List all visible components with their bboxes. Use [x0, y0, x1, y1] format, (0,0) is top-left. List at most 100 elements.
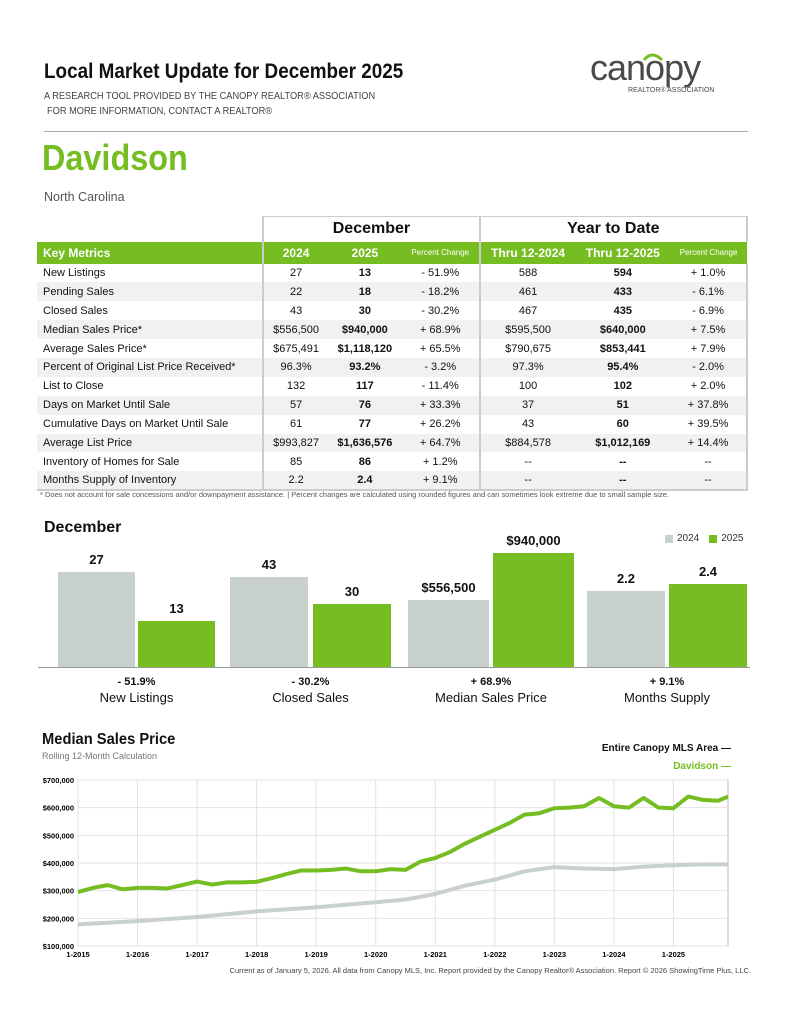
table-cell: 117	[356, 380, 374, 393]
line-chart-subtitle: Rolling 12-Month Calculation	[42, 751, 158, 761]
divider	[44, 131, 748, 132]
table-cell: - 18.2%	[401, 282, 480, 302]
table-cell: --	[478, 452, 576, 472]
table-cell: 132	[262, 376, 328, 396]
table-cell: 461	[478, 282, 576, 302]
table-cell: $556,500	[262, 320, 328, 340]
table-cell: 93.2%	[327, 357, 402, 377]
table-cell: 97.3%	[478, 357, 576, 377]
table-cell: Months Supply of Inventory	[37, 471, 264, 492]
table-cell: $595,500	[478, 320, 576, 340]
table-cell: $884,578	[478, 433, 576, 453]
table-cell: 57	[262, 395, 328, 415]
x-tick-label: 1-2015	[66, 950, 89, 959]
table-row: Median Sales Price* $556,500 $940,000 + 68.…	[37, 320, 748, 340]
group-header: Year to Date	[479, 216, 749, 242]
legend: 2024 2025	[665, 533, 744, 544]
table-cell: 435	[613, 304, 632, 317]
bar-2025	[138, 621, 215, 667]
table-cell: 13	[358, 266, 371, 279]
table-cell: - 3.2%	[401, 357, 480, 377]
table-cell: + 64.7%	[401, 433, 480, 453]
bar-2024	[230, 576, 308, 667]
table-row: Average List Price $993,827 $1,636,576 + 64…	[37, 433, 748, 453]
group-header: December	[262, 216, 481, 242]
table-cell: + 1.0%	[670, 263, 748, 283]
x-tick-label: 1-2023	[543, 950, 566, 959]
table-cell: 594	[613, 266, 632, 279]
table-cell: - 6.9%	[670, 301, 748, 321]
key-metrics-table: December Year to Date Key Metrics 2024 2025…	[37, 216, 749, 492]
table-cell: $790,675	[478, 339, 576, 358]
bar-label: 30	[344, 584, 360, 600]
table-cell: + 39.5%	[670, 414, 748, 434]
x-tick-label: 1-2017	[185, 950, 208, 959]
table-row: List to Close 132 117 - 11.4% 100 102 + 2.0%	[37, 376, 748, 396]
column-header: Key Metrics	[37, 241, 264, 264]
table-row: Pending Sales 22 18- 18.2% 461 433- 6.1%	[37, 282, 748, 302]
table-row: Days on Market Until Sale 57 76 + 33.3% 37 51…	[37, 395, 748, 415]
percent-change: + 68.9%	[470, 676, 512, 688]
table-cell: - 2.0%	[670, 357, 748, 377]
bar-2025	[313, 604, 391, 667]
table-cell: Inventory of Homes for Sale	[43, 455, 180, 468]
table-cell: $1,636,576	[327, 433, 402, 453]
column-header: Thru 12-2024	[478, 241, 576, 264]
legend-label: 2024	[677, 533, 700, 544]
y-tick-label: $100,000	[43, 942, 74, 951]
table-cell: + 2.0%	[670, 376, 748, 396]
table-cell: - 30.2%	[421, 304, 460, 317]
table-cell: $640,000	[575, 320, 671, 340]
column-header: Percent Change	[670, 241, 747, 264]
x-tick-label: 1-2024	[602, 950, 626, 959]
bar-2025	[493, 553, 574, 667]
subtitle: FOR MORE INFORMATION, CONTACT A REALTOR®	[47, 105, 273, 117]
column-header: 2024	[262, 241, 328, 264]
table-cell: + 33.3%	[401, 395, 480, 415]
x-tick-label: 1-2018	[245, 950, 268, 959]
x-tick-label: 1-2025	[662, 950, 685, 959]
bar-label: $556,500	[421, 579, 476, 595]
table-cell: 85	[262, 452, 328, 472]
bar-2025	[669, 584, 747, 667]
bar-label: 43	[261, 556, 277, 572]
legend-canopy: Entire Canopy MLS Area —	[601, 743, 731, 754]
bar-2024	[408, 599, 489, 667]
bar-label: 2.2	[616, 570, 636, 586]
table-cell: Average List Price	[37, 433, 264, 453]
table-cell: 22	[262, 282, 328, 302]
percent-change: - 51.9%	[117, 676, 156, 688]
area-name: Davidson	[42, 137, 188, 178]
legend-label: 2025	[721, 533, 744, 544]
table-cell: 77	[358, 418, 371, 431]
table-cell: Percent of Original List Price Received*	[37, 357, 264, 377]
column-header: 2025	[327, 241, 402, 264]
table-cell: Closed Sales	[43, 304, 108, 317]
metric-name: Closed Sales	[272, 690, 349, 705]
legend-swatch-2024	[665, 534, 673, 543]
table-cell: + 7.9%	[670, 339, 748, 358]
x-tick-label: 1-2022	[483, 950, 506, 959]
bar-label: 2.4	[698, 564, 718, 579]
table-cell: New Listings	[43, 266, 106, 279]
table-cell: 96.3%	[262, 357, 328, 377]
table-cell: + 26.2%	[419, 418, 461, 431]
bar-label: 13	[169, 601, 184, 617]
table-cell: 467	[478, 301, 576, 321]
bar-chart-title: December	[44, 519, 122, 536]
canopy-logo: canopy REALTOR® ASSOCIATION	[590, 52, 714, 94]
series-line-davidson	[77, 794, 729, 894]
table-cell: 43	[262, 301, 328, 321]
table-cell: + 7.5%	[670, 320, 748, 340]
table-cell: $1,012,169	[575, 433, 671, 453]
table-cell: --	[670, 452, 748, 472]
table-cell: 102	[613, 380, 632, 393]
footnote: * Does not account for sale concessions …	[40, 490, 669, 499]
x-tick-label: 1-2016	[126, 950, 149, 959]
table-cell: - 6.1%	[670, 282, 748, 302]
legend-davidson: Davidson —	[673, 761, 731, 772]
table-cell: Pending Sales	[37, 282, 264, 302]
table-row: Closed Sales 43 30 - 30.2% 467 435 - 6.9%	[37, 301, 748, 321]
table-cell: 100	[478, 376, 576, 396]
table-cell: Days on Market Until Sale	[37, 395, 264, 415]
